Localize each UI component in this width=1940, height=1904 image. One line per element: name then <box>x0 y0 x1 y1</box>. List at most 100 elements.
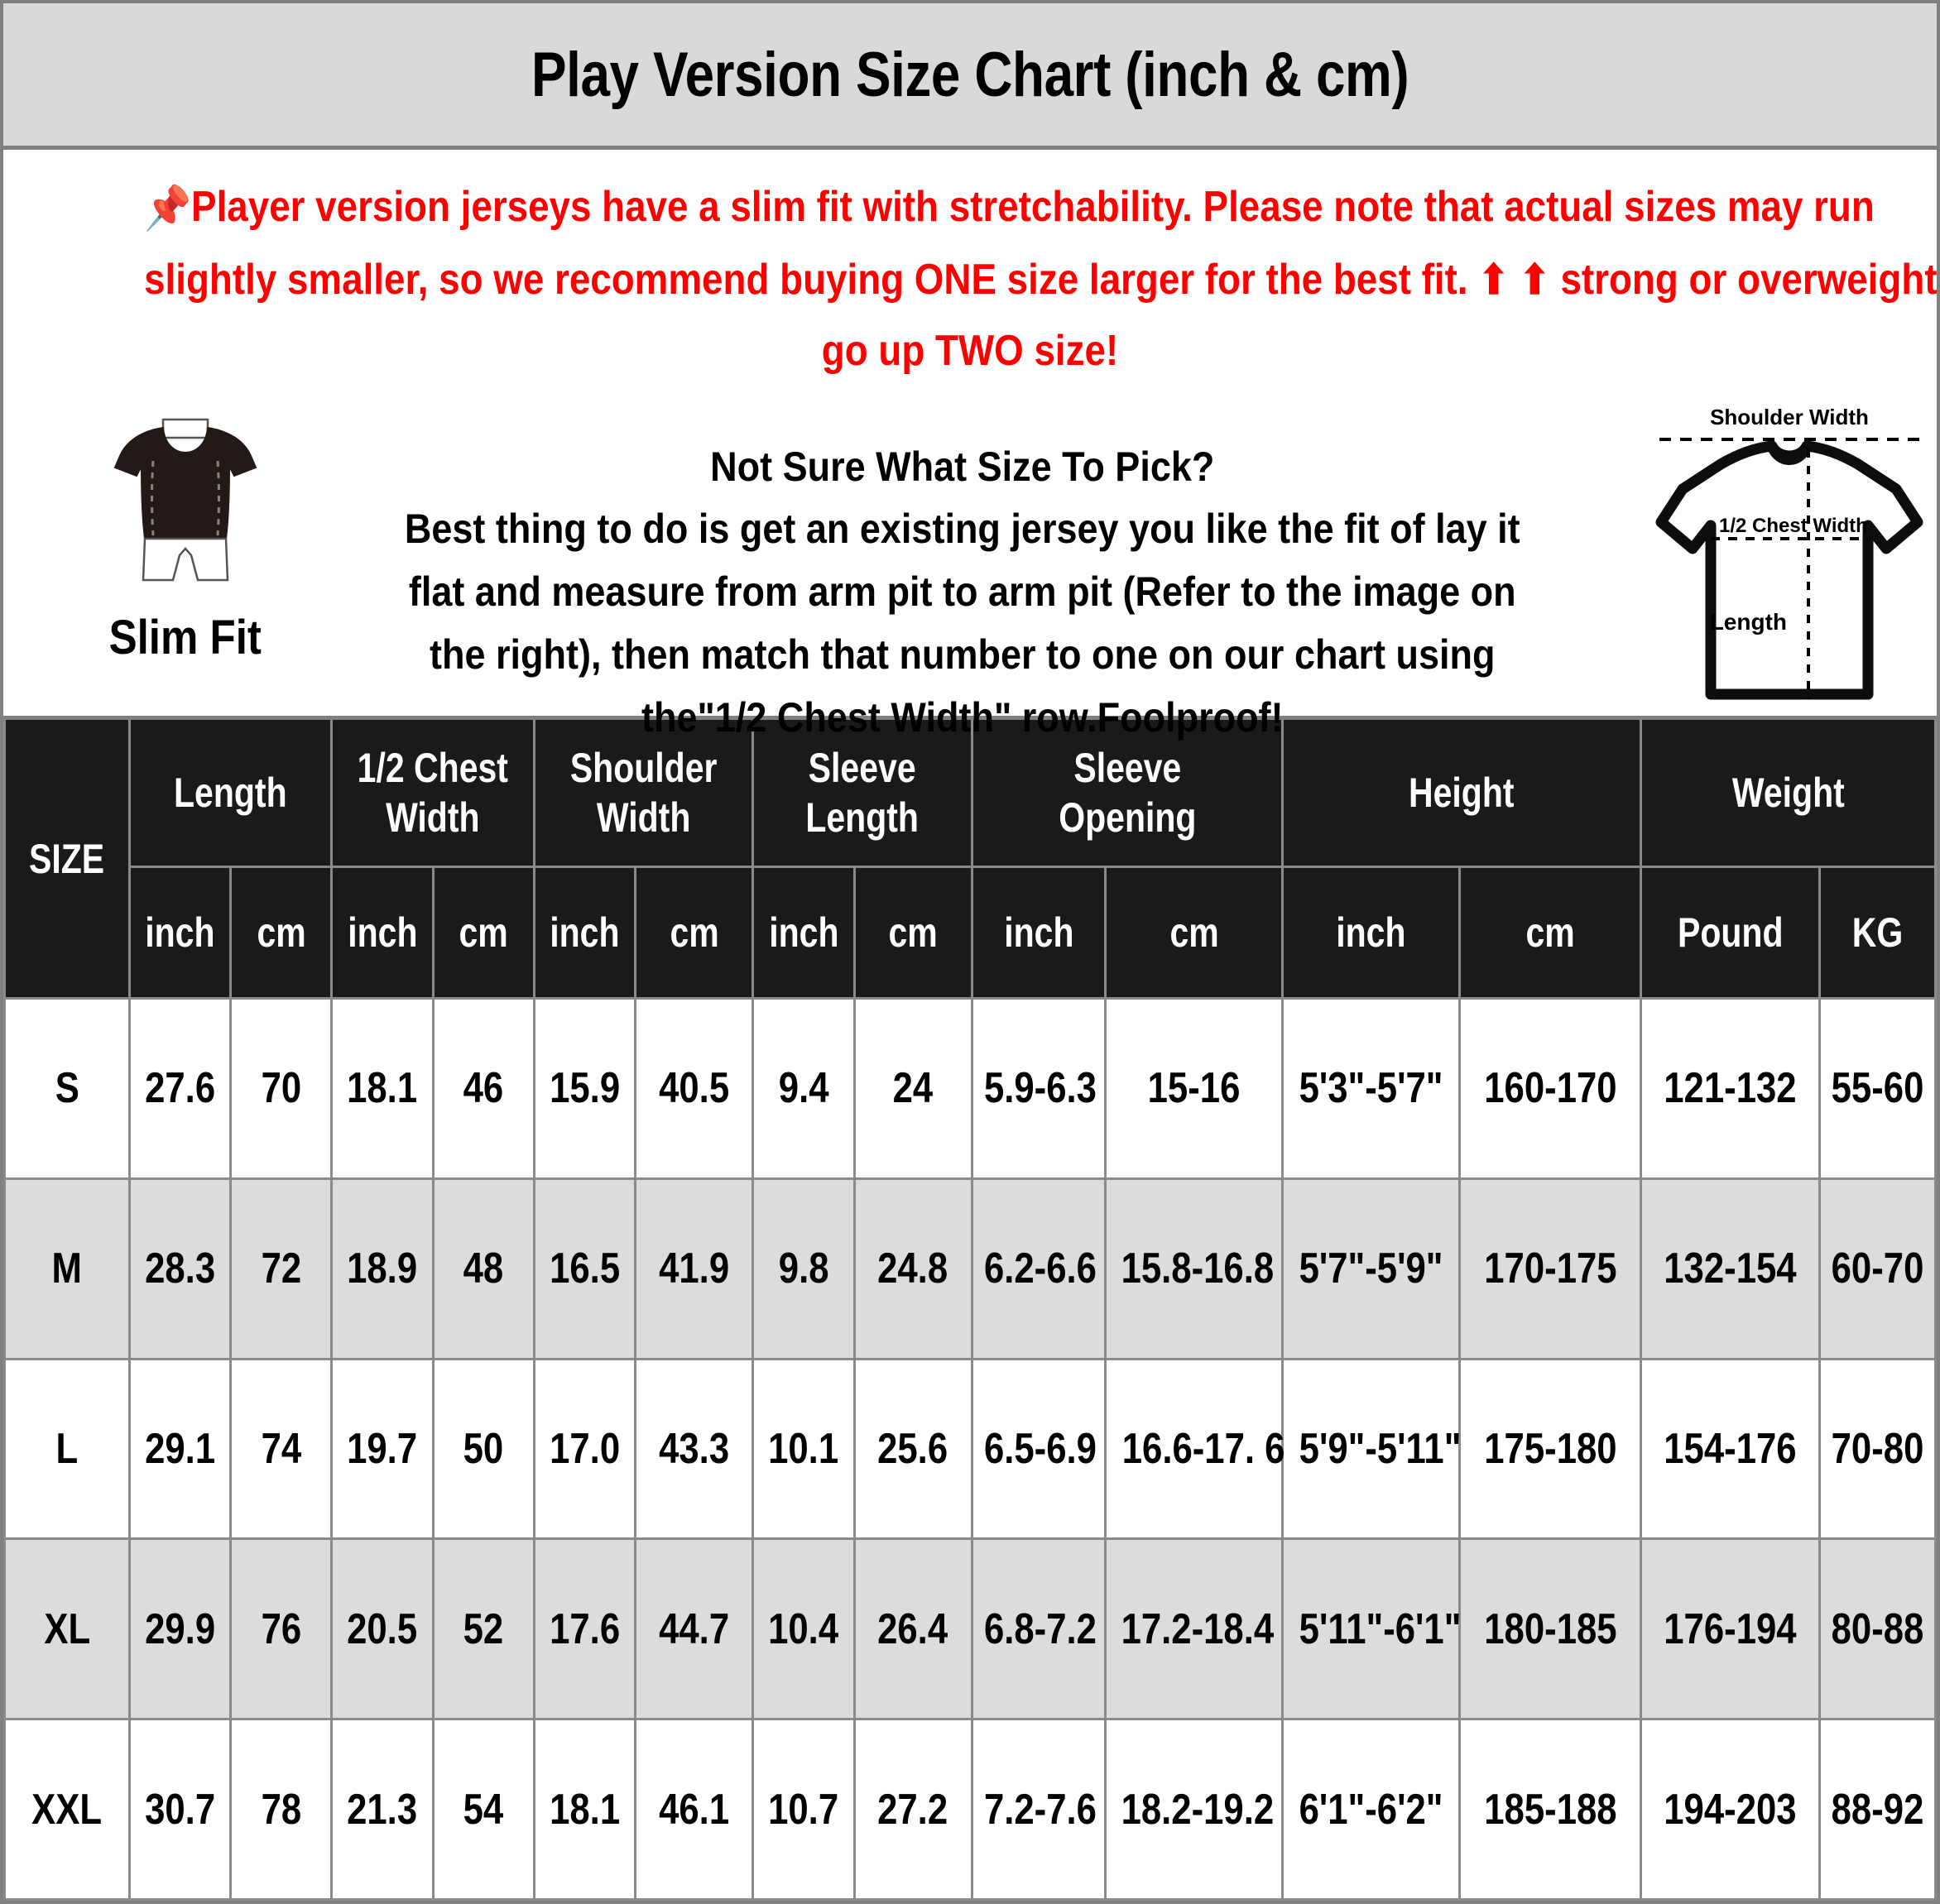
header-group-sleeve-length: Sleeve Length <box>752 717 973 868</box>
cell-chest-cm: 54 <box>431 1718 535 1901</box>
page-title: Play Version Size Chart (inch & cm) <box>531 39 1409 110</box>
header-unit-height-inch: inch <box>1281 866 1462 1000</box>
cell-sleeve-length-cm: 24 <box>852 997 973 1180</box>
length-diagram-label: Length <box>1709 609 1786 635</box>
cell-sleeve-opening-inch: 7.2-7.6 <box>970 1718 1107 1901</box>
cell-height-cm: 160-170 <box>1458 997 1642 1180</box>
header-unit-sleeve-opening-cm: cm <box>1104 866 1285 1000</box>
cell-sleeve-opening-cm: 15-16 <box>1104 997 1285 1180</box>
header-unit-sleeve-length-inch: inch <box>752 866 856 1000</box>
cell-sleeve-length-inch: 10.4 <box>752 1537 856 1721</box>
pushpin-icon: 📌 <box>144 185 192 233</box>
table-row: M 28.3 72 18.9 48 16.5 41.9 9.8 24.8 6.2… <box>3 1177 1937 1360</box>
cell-weight-pound: 176-194 <box>1639 1537 1822 1721</box>
header-size: SIZE <box>3 717 131 1000</box>
cell-sleeve-length-cm: 27.2 <box>852 1718 973 1901</box>
cell-length-cm: 74 <box>229 1357 334 1541</box>
cell-sleeve-length-cm: 25.6 <box>852 1357 973 1541</box>
cell-size: M <box>3 1177 131 1360</box>
header-group-sleeve-opening: Sleeve Opening <box>970 717 1285 868</box>
cell-weight-pound: 154-176 <box>1639 1357 1822 1541</box>
chest-width-diagram-label: 1/2 Chest Width <box>1719 515 1868 537</box>
cell-height-inch: 5'11"-6'1" <box>1281 1537 1462 1721</box>
cell-shoulder-inch: 17.6 <box>532 1537 637 1721</box>
up-arrow-icon-2: ⬆ <box>1519 257 1550 303</box>
cell-weight-kg: 55-60 <box>1818 997 1937 1180</box>
table-group-header-row: SIZE Length 1/2 Chest Width Shoulder Wid… <box>3 717 1937 1000</box>
cell-length-inch: 28.3 <box>127 1177 233 1360</box>
cell-size: XL <box>3 1537 131 1721</box>
header-unit-sleeve-length-cm: cm <box>852 866 973 1000</box>
cell-shoulder-inch: 15.9 <box>532 997 637 1180</box>
header-group-length: Length <box>127 717 334 868</box>
cell-weight-pound: 121-132 <box>1639 997 1822 1180</box>
cell-weight-pound: 132-154 <box>1639 1177 1822 1360</box>
notice-line-2a-text: slightly smaller, so we recommend buying… <box>144 256 1468 304</box>
cell-sleeve-length-cm: 24.8 <box>852 1177 973 1360</box>
cell-length-cm: 76 <box>229 1537 334 1721</box>
table-row: XXL 30.7 78 21.3 54 18.1 46.1 10.7 27.2 … <box>3 1718 1937 1901</box>
cell-sleeve-length-inch: 9.8 <box>752 1177 856 1360</box>
header-unit-sleeve-opening-inch: inch <box>970 866 1107 1000</box>
size-guide-text: Not Sure What Size To Pick? Best thing t… <box>343 396 1582 749</box>
cell-shoulder-inch: 18.1 <box>532 1718 637 1901</box>
cell-size: L <box>3 1357 131 1541</box>
header-unit-weight-kg: KG <box>1818 866 1937 1000</box>
header-unit-length-inch: inch <box>127 866 233 1000</box>
cell-length-inch: 30.7 <box>127 1718 233 1901</box>
cell-sleeve-opening-cm: 16.6-17. 6 <box>1104 1357 1285 1541</box>
table-unit-header-row: inch cm inch cm inch cm inch cm inch cm … <box>5 866 1937 1000</box>
cell-length-inch: 29.1 <box>127 1357 233 1541</box>
cell-shoulder-cm: 40.5 <box>634 997 755 1180</box>
cell-chest-cm: 52 <box>431 1537 535 1721</box>
cell-sleeve-opening-cm: 15.8-16.8 <box>1104 1177 1285 1360</box>
size-guide-heading: Not Sure What Size To Pick? <box>710 444 1215 490</box>
header-unit-shoulder-inch: inch <box>532 866 637 1000</box>
header-unit-chest-inch: inch <box>330 866 435 1000</box>
cell-sleeve-opening-inch: 6.8-7.2 <box>970 1537 1107 1721</box>
cell-weight-kg: 70-80 <box>1818 1357 1937 1541</box>
cell-shoulder-cm: 41.9 <box>634 1177 755 1360</box>
header-group-shoulder-width: Shoulder Width <box>532 717 755 868</box>
cell-chest-inch: 20.5 <box>330 1537 435 1721</box>
cell-length-inch: 27.6 <box>127 997 233 1180</box>
chart-title-bar: Play Version Size Chart (inch & cm) <box>3 3 1937 150</box>
cell-sleeve-length-cm: 26.4 <box>852 1537 973 1721</box>
header-group-weight: Weight <box>1639 717 1937 868</box>
fit-notice: 📌Player version jerseys have a slim fit … <box>3 150 1937 391</box>
size-table: SIZE Length 1/2 Chest Width Shoulder Wid… <box>3 716 1937 1901</box>
size-guide-body-line-4: the"1/2 Chest Width" row.Foolproof! <box>641 694 1284 741</box>
header-unit-weight-pound: Pound <box>1639 866 1822 1000</box>
cell-height-inch: 5'7"-5'9" <box>1281 1177 1462 1360</box>
size-table-container: SIZE Length 1/2 Chest Width Shoulder Wid… <box>3 716 1937 1901</box>
size-guide-body: Best thing to do is get an existing jers… <box>405 497 1520 749</box>
cell-shoulder-cm: 43.3 <box>634 1357 755 1541</box>
notice-line-1: 📌Player version jerseys have a slim fit … <box>144 171 1875 244</box>
cell-chest-cm: 50 <box>431 1357 535 1541</box>
cell-chest-inch: 21.3 <box>330 1718 435 1901</box>
cell-shoulder-cm: 44.7 <box>634 1537 755 1721</box>
cell-sleeve-length-inch: 10.7 <box>752 1718 856 1901</box>
cell-shoulder-inch: 16.5 <box>532 1177 637 1360</box>
cell-size: S <box>3 997 131 1180</box>
cell-shoulder-inch: 17.0 <box>532 1357 637 1541</box>
up-arrow-icon-1: ⬆ <box>1478 257 1510 303</box>
tshirt-measurement-block: Shoulder Width 1/2 Chest Width Length <box>1582 396 1938 706</box>
cell-height-inch: 5'9"-5'11" <box>1281 1357 1462 1541</box>
header-group-half-chest-width: 1/2 Chest Width <box>330 717 535 868</box>
size-guide-body-line-1: Best thing to do is get an existing jers… <box>404 506 1520 552</box>
cell-length-cm: 70 <box>229 997 334 1180</box>
cell-sleeve-opening-cm: 18.2-19.2 <box>1104 1718 1285 1901</box>
header-unit-chest-cm: cm <box>431 866 535 1000</box>
notice-line-2: slightly smaller, so we recommend buying… <box>144 244 1937 315</box>
cell-weight-pound: 194-203 <box>1639 1718 1822 1901</box>
cell-height-cm: 185-188 <box>1458 1718 1642 1901</box>
cell-height-cm: 180-185 <box>1458 1537 1642 1721</box>
cell-sleeve-opening-cm: 17.2-18.4 <box>1104 1537 1285 1721</box>
cell-height-inch: 5'3"-5'7" <box>1281 997 1462 1180</box>
shoulder-width-diagram-label: Shoulder Width <box>1710 405 1869 429</box>
header-unit-height-cm: cm <box>1458 866 1642 1000</box>
cell-weight-kg: 80-88 <box>1818 1537 1937 1721</box>
header-unit-length-cm: cm <box>229 866 334 1000</box>
